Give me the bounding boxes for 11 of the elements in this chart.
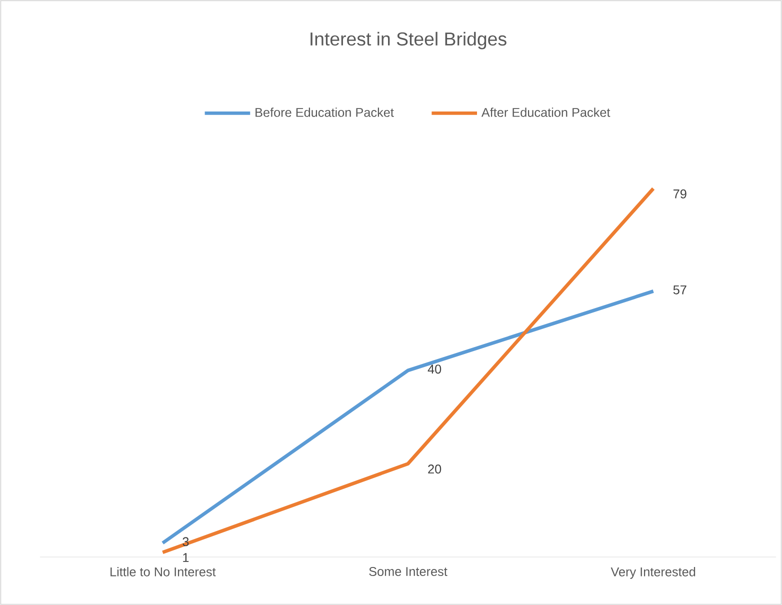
data-label: 40: [428, 364, 442, 374]
data-label: 1: [183, 553, 189, 562]
data-label: 57: [673, 285, 686, 294]
x-tick-label: Very Interested: [610, 567, 696, 579]
legend-label: After Education Packet: [481, 108, 610, 117]
data-label: 20: [428, 464, 442, 474]
legend-label: Before Education Packet: [256, 108, 394, 117]
chart-title: Interest in Steel Bridges: [310, 32, 506, 50]
x-tick-label: Some Interest: [369, 567, 448, 576]
data-label: 79: [673, 189, 686, 198]
x-tick-label: Little to No Interest: [110, 567, 216, 576]
